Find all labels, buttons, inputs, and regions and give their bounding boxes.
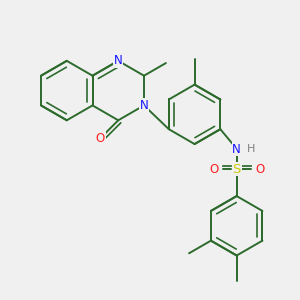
Text: H: H bbox=[247, 144, 255, 154]
Text: O: O bbox=[209, 163, 218, 176]
Text: N: N bbox=[140, 99, 148, 112]
Text: O: O bbox=[96, 132, 105, 145]
Text: N: N bbox=[140, 99, 148, 112]
Text: N: N bbox=[232, 143, 241, 156]
Text: S: S bbox=[232, 163, 241, 176]
Text: O: O bbox=[255, 163, 264, 176]
Text: N: N bbox=[114, 54, 123, 67]
